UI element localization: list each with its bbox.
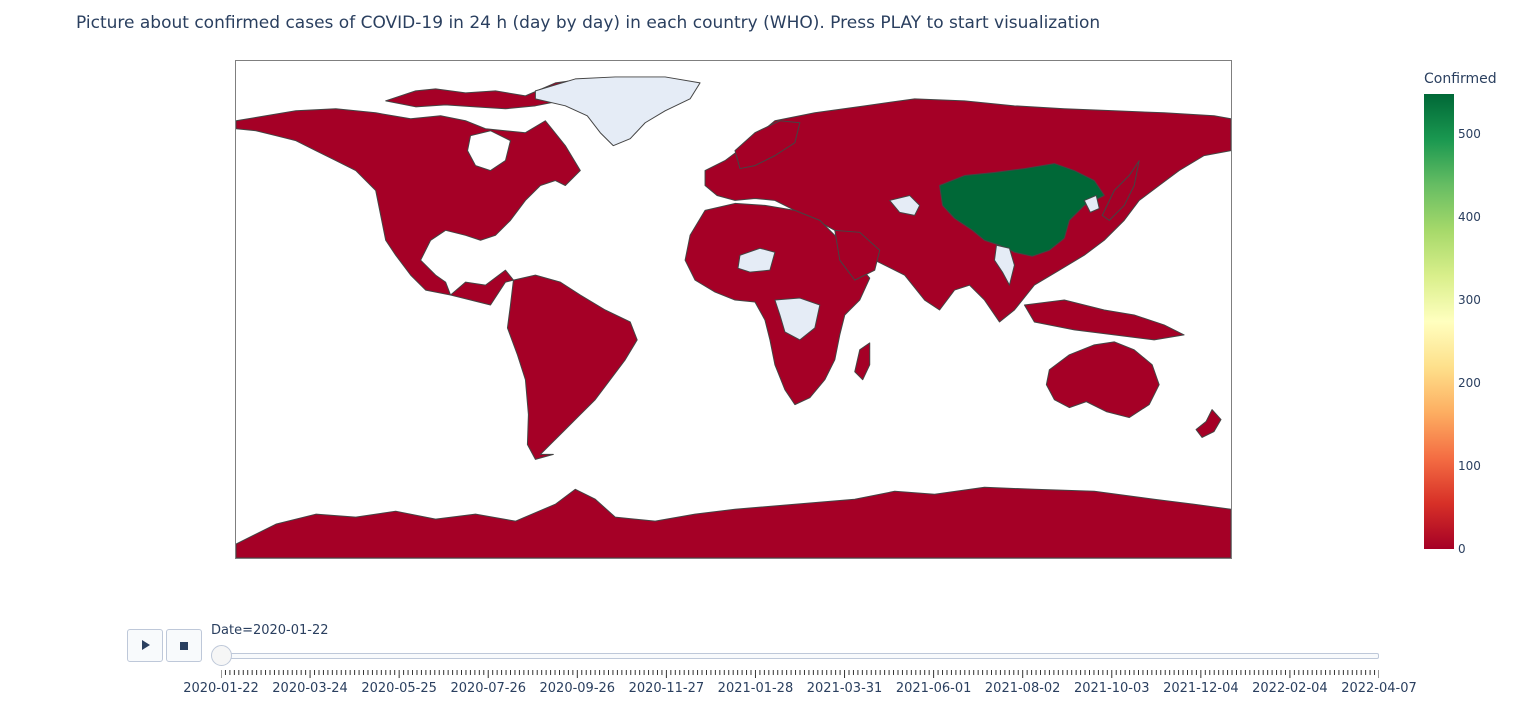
slider-tick-label: 2021-12-04: [1163, 681, 1239, 696]
slider-tick-label: 2020-01-22: [183, 681, 259, 696]
antarctica[interactable]: [236, 486, 1231, 558]
chart-title: Picture about confirmed cases of COVID-1…: [76, 13, 1101, 33]
slider-tick-label: 2021-01-28: [717, 681, 794, 696]
slider-handle[interactable]: [211, 645, 232, 666]
world-map[interactable]: [235, 60, 1232, 559]
colorbar-tick: 500: [1458, 126, 1481, 141]
south-america-region[interactable]: [506, 274, 638, 460]
colorbar-title: Confirmed: [1424, 71, 1497, 87]
arabian-peninsula[interactable]: [834, 229, 881, 281]
myanmar[interactable]: [993, 244, 1015, 286]
colorbar-tick: 0: [1458, 542, 1466, 556]
hudson-bay: [467, 130, 512, 172]
slider-ticks: [221, 670, 1379, 678]
slider-tick-label: 2021-10-03: [1073, 681, 1150, 696]
niger[interactable]: [737, 247, 776, 273]
play-button[interactable]: [127, 629, 163, 662]
scandinavia[interactable]: [734, 120, 801, 170]
southeast-asia-islands[interactable]: [1023, 299, 1185, 341]
new-zealand[interactable]: [1195, 409, 1222, 438]
slider-tick-label: 2020-03-24: [272, 681, 348, 696]
map-canvas: [236, 76, 1231, 558]
drc[interactable]: [774, 297, 821, 341]
slider-current-value: Date=2020-01-22: [211, 623, 329, 638]
north-america-region[interactable]: [236, 108, 581, 296]
colorbar-tick: 200: [1458, 375, 1481, 390]
slider-rail[interactable]: [221, 653, 1379, 659]
colorbar-tick: 100: [1458, 458, 1481, 473]
slider-tick-label: 2020-09-26: [539, 681, 616, 696]
slider-tick-label: 2020-05-25: [361, 681, 437, 696]
slider-tick-label: 2022-04-07: [1341, 681, 1417, 696]
china[interactable]: [939, 163, 1105, 257]
colorbar-tick: 300: [1458, 292, 1481, 307]
slider-tick-label: 2021-03-31: [806, 681, 883, 696]
turkmenistan[interactable]: [889, 194, 921, 216]
slider-tick-label: 2021-06-01: [895, 681, 972, 696]
play-icon: [139, 636, 151, 655]
greenland[interactable]: [534, 76, 701, 147]
slider-tick-label: 2022-02-04: [1252, 681, 1328, 696]
colorbar-gradient: [1424, 94, 1454, 549]
central-america[interactable]: [450, 269, 514, 306]
madagascar[interactable]: [854, 342, 871, 381]
stop-button[interactable]: [166, 629, 202, 662]
north-korea[interactable]: [1083, 194, 1100, 213]
australia[interactable]: [1045, 341, 1160, 419]
slider-tick-labels: 2020-01-22 2020-03-24 2020-05-25 2020-07-26…: [0, 681, 1520, 697]
stop-icon: [179, 636, 189, 655]
colorbar-tick: 400: [1458, 209, 1481, 224]
japan[interactable]: [1101, 160, 1140, 221]
slider-tick-label: 2021-08-02: [984, 681, 1061, 696]
slider-tick-label: 2020-11-27: [628, 681, 705, 696]
slider-tick-label: 2020-07-26: [450, 681, 526, 696]
